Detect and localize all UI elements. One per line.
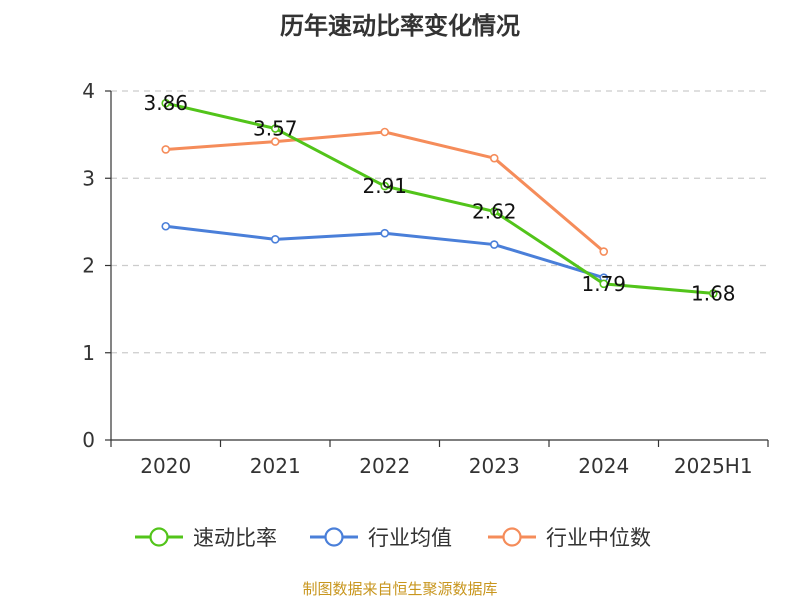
data-label: 2.62 bbox=[472, 199, 517, 223]
legend-label: 速动比率 bbox=[193, 526, 277, 550]
series-line bbox=[165, 101, 714, 295]
data-point bbox=[489, 153, 499, 163]
legend-marker bbox=[502, 527, 522, 547]
data-point bbox=[489, 240, 499, 249]
legend-label: 行业均值 bbox=[368, 526, 452, 550]
data-point bbox=[270, 235, 280, 244]
legend-marker bbox=[149, 527, 169, 547]
legend: 速动比率 行业均值 行业中位数 bbox=[135, 526, 651, 550]
source-note: 制图数据来自恒生聚源数据库 bbox=[302, 580, 498, 598]
grid-lines bbox=[111, 90, 768, 354]
legend-label: 行业中位数 bbox=[546, 526, 651, 550]
data-label: 2.91 bbox=[362, 174, 407, 198]
data-point bbox=[380, 181, 390, 191]
data-point bbox=[599, 247, 609, 256]
axes: 0 1 2 3 4 2020 2021 2022 2023 2024 2025H1 bbox=[82, 79, 769, 478]
y-tick-label: 2 bbox=[82, 254, 95, 278]
data-point bbox=[161, 98, 171, 108]
data-point bbox=[270, 137, 280, 146]
x-tick-label: 2020 bbox=[140, 454, 191, 478]
y-tick-label: 0 bbox=[82, 428, 95, 452]
data-label: 1.79 bbox=[581, 272, 626, 296]
data-point bbox=[380, 228, 390, 238]
data-label: 1.68 bbox=[691, 281, 736, 305]
data-label: 3.86 bbox=[143, 91, 188, 115]
data-label: 3.57 bbox=[253, 117, 298, 141]
chart-title: 历年速动比率变化情况 bbox=[280, 12, 520, 40]
data-point bbox=[161, 145, 171, 154]
x-tick-label: 2024 bbox=[578, 454, 629, 478]
data-point bbox=[599, 279, 609, 289]
data-point bbox=[380, 127, 390, 137]
x-tick-label: 2022 bbox=[359, 454, 410, 478]
data-point bbox=[161, 221, 171, 231]
data-point bbox=[270, 124, 280, 133]
x-tick-label: 2021 bbox=[250, 454, 301, 478]
series-lines bbox=[161, 98, 718, 298]
y-tick-label: 4 bbox=[82, 79, 95, 103]
y-tick-label: 3 bbox=[82, 166, 95, 190]
x-tick-label: 2023 bbox=[469, 454, 520, 478]
y-tick-label: 1 bbox=[82, 341, 95, 365]
data-point bbox=[708, 289, 718, 298]
x-tick-label: 2025H1 bbox=[674, 454, 753, 478]
legend-marker bbox=[324, 527, 344, 547]
data-labels: 3.86 3.57 2.91 2.62 1.79 1.68 bbox=[143, 91, 735, 305]
data-point bbox=[489, 207, 499, 216]
